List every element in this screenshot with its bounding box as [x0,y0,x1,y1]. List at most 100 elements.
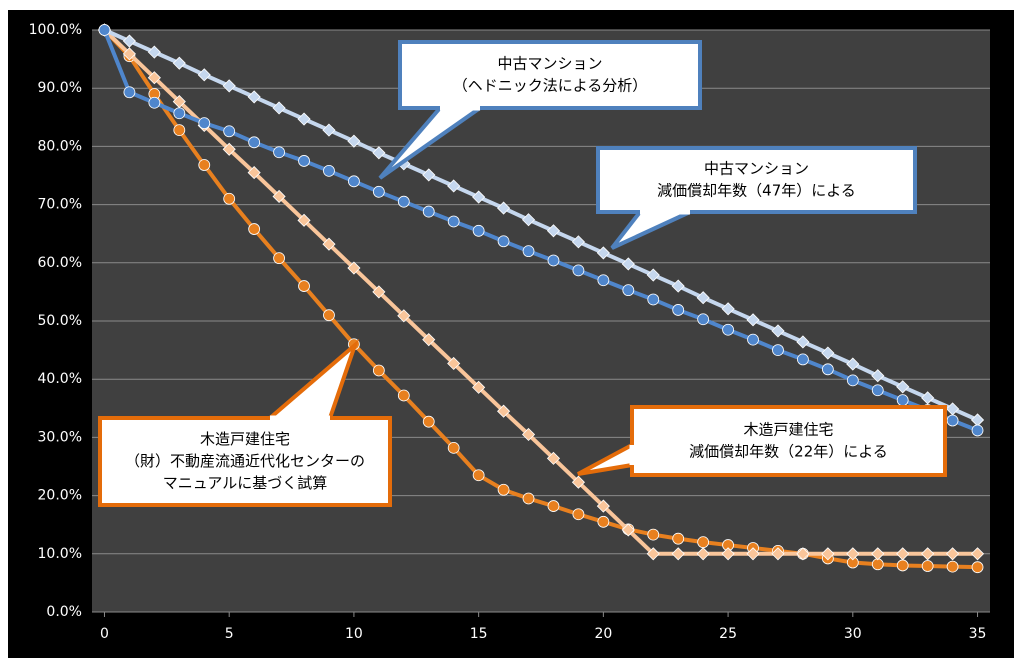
diamond-marker [497,404,511,418]
diamond-marker [646,268,660,282]
diamond-marker [821,547,835,561]
circle-marker [422,415,435,428]
diamond-marker [147,45,161,59]
y-tick-label: 30.0% [38,429,82,445]
circle-marker [397,389,410,402]
diamond-marker [497,201,511,215]
diamond-marker [122,47,136,61]
diamond-marker [946,547,960,561]
callout-text: 木造戸建住宅 [743,421,833,439]
circle-marker [323,164,335,177]
diamond-marker [621,523,635,537]
diamond-marker [821,346,835,360]
diamond-marker [372,146,386,160]
diamond-marker [147,71,161,85]
diamond-marker [422,168,436,182]
circle-marker [123,86,136,99]
diamond-marker [746,547,760,561]
callout-text: マニュアルに基づく試算 [163,474,328,492]
y-tick-label: 100.0% [29,22,82,38]
circle-marker [572,264,585,277]
diamond-marker [571,235,585,249]
diamond-marker [771,547,785,561]
circle-marker [896,559,909,572]
y-tick-label: 80.0% [38,138,82,154]
circle-marker [522,492,535,505]
y-tick-label: 0.0% [46,604,82,620]
x-tick-label: 30 [844,626,862,642]
circle-marker [348,175,360,188]
diamond-marker [871,547,885,561]
diamond-marker [521,213,536,227]
diamond-marker [322,237,336,251]
callout-text: 減価償却年数（22年）による [689,443,888,461]
diamond-marker [247,90,261,104]
diamond-marker [746,313,760,327]
circle-marker [871,558,884,571]
diamond-marker [621,257,635,271]
diamond-marker [472,190,486,204]
callout-box [98,416,392,507]
diamond-marker [322,123,336,137]
circle-marker [946,560,959,573]
circle-marker [971,561,984,574]
diamond-marker [796,547,810,561]
circle-marker [747,333,759,346]
y-tick-label: 10.0% [38,546,82,562]
circle-marker [422,205,435,218]
diamond-marker [122,34,136,48]
circle-marker [821,363,834,376]
x-tick-label: 15 [470,626,488,642]
circle-marker [273,146,285,159]
diamond-marker [796,335,810,349]
diamond-marker [896,547,910,561]
circle-marker [672,304,685,316]
circle-marker [372,185,385,198]
circle-marker [372,364,385,377]
circle-marker [647,293,660,306]
diamond-marker [546,451,561,465]
diamond-marker [447,356,461,371]
circle-marker [447,215,460,228]
circle-marker [248,136,261,149]
circle-marker [198,117,211,130]
circle-marker [173,107,186,120]
callout-text: 中古マンション [497,55,602,73]
diamond-marker [846,547,860,561]
y-tick-label: 70.0% [38,197,82,213]
callout-text: 減価償却年数（47年）による [657,182,856,200]
circle-marker [597,515,610,528]
circle-marker [547,254,560,267]
circle-marker [896,394,909,407]
circle-marker [772,344,784,357]
diamond-marker [272,189,286,204]
circle-marker [547,500,560,512]
diamond-marker [696,547,710,561]
circle-marker [522,245,535,258]
diamond-marker [397,309,411,323]
circle-marker [871,384,884,397]
x-tick-label: 20 [594,626,612,642]
circle-marker [722,323,734,336]
circle-marker [472,224,485,237]
diamond-marker [896,380,910,394]
diamond-marker [921,547,935,561]
x-tick-label: 10 [345,626,363,642]
callout-text: （ヘドニック法による分析） [453,77,648,95]
diamond-marker [347,134,361,148]
circle-marker [273,252,285,265]
y-tick-label: 40.0% [38,371,82,387]
circle-marker [697,313,710,326]
diamond-marker [596,499,610,513]
circle-marker [846,374,859,387]
callout: 中古マンション （ヘドニック法による分析） [378,40,702,180]
diamond-marker [447,179,461,193]
circle-marker [971,424,984,437]
diamond-marker [422,333,436,347]
x-tick-label: 25 [719,626,737,642]
y-tick-label: 90.0% [38,80,82,96]
diamond-marker [671,279,685,293]
diamond-marker [472,380,486,394]
